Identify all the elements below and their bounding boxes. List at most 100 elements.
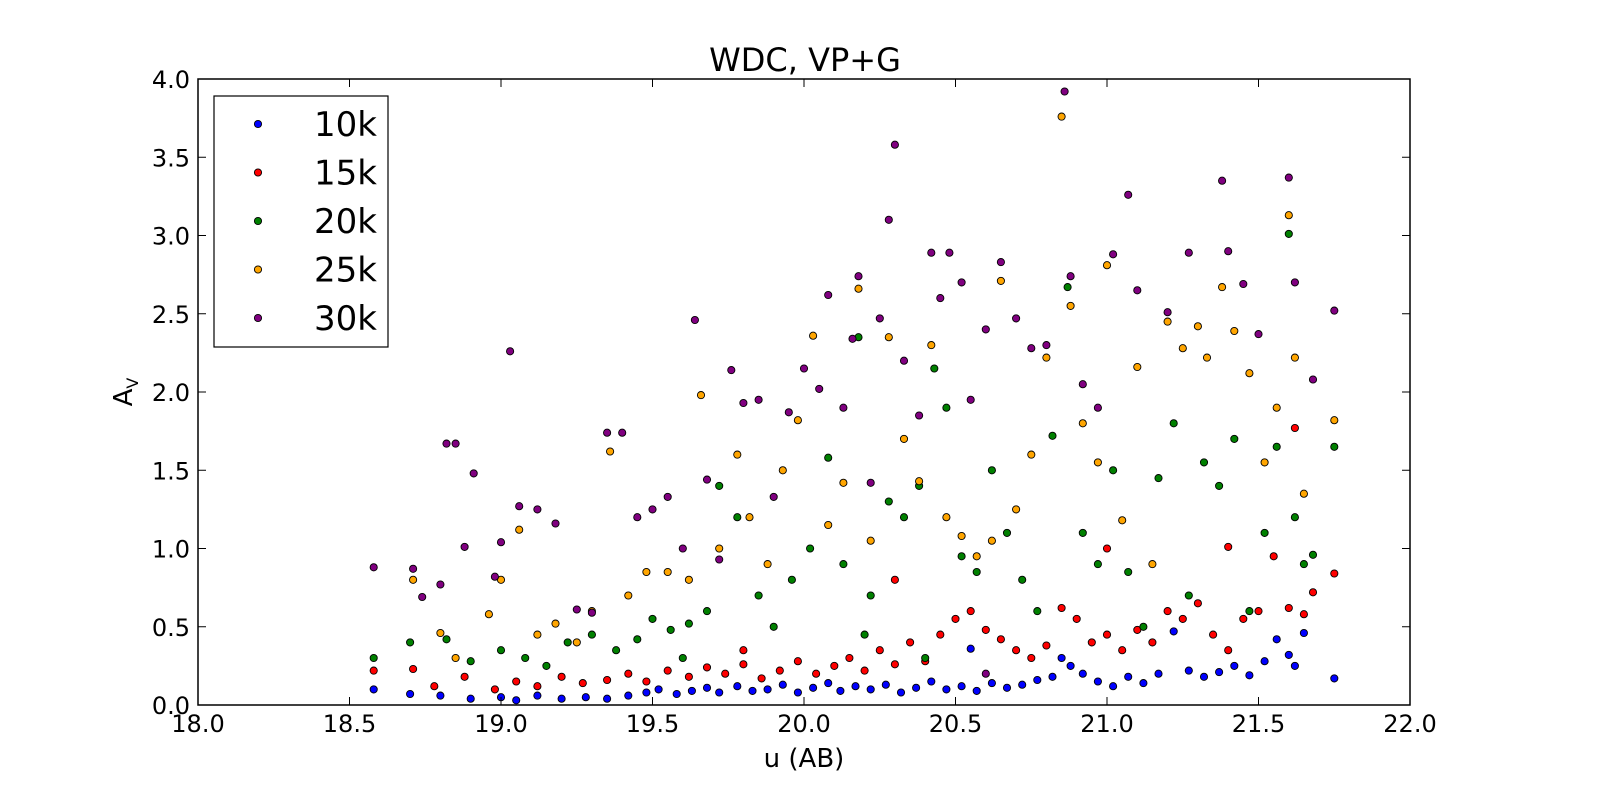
point-30k-51 xyxy=(1042,341,1051,350)
point-15k-57 xyxy=(1224,542,1233,551)
point-30k-35 xyxy=(854,272,863,281)
point-30k-40 xyxy=(899,356,909,365)
y-tick-label: 1.5 xyxy=(152,457,190,485)
point-10k-12 xyxy=(654,685,663,694)
point-20k-20 xyxy=(806,544,815,553)
point-30k-22 xyxy=(690,315,699,325)
point-25k-14 xyxy=(684,575,693,584)
point-15k-43 xyxy=(1163,607,1172,616)
legend-items: 10k 15k 20k 25k 30k xyxy=(253,105,377,339)
point-15k-33 xyxy=(1012,646,1021,655)
point-30k-26 xyxy=(739,398,748,408)
point-15k-59 xyxy=(739,646,748,655)
point-15k-47 xyxy=(1224,646,1233,655)
point-10k-37 xyxy=(1033,675,1042,685)
point-30k-38 xyxy=(890,140,899,149)
point-15k-17 xyxy=(757,674,766,683)
point-20k-33 xyxy=(1002,528,1012,537)
point-25k-19 xyxy=(763,560,772,569)
point-10k-14 xyxy=(687,686,696,695)
point-10k-59 xyxy=(966,644,975,653)
point-30k-68 xyxy=(1330,306,1339,315)
point-25k-33 xyxy=(972,552,981,561)
point-10k-50 xyxy=(1215,668,1224,677)
point-25k-16 xyxy=(715,544,724,553)
point-25k-31 xyxy=(942,513,951,522)
point-20k-42 xyxy=(1139,622,1148,631)
point-20k-48 xyxy=(1230,434,1239,443)
point-15k-5 xyxy=(512,677,521,686)
point-10k-51 xyxy=(1230,661,1239,670)
point-25k-54 xyxy=(1260,458,1269,467)
point-30k-61 xyxy=(1218,176,1227,185)
point-25k-55 xyxy=(1272,403,1281,412)
point-10k-39 xyxy=(1057,653,1066,663)
point-10k-16 xyxy=(715,688,724,697)
point-10k-43 xyxy=(1109,682,1118,691)
point-30k-33 xyxy=(839,403,848,412)
point-10k-53 xyxy=(1260,657,1269,666)
point-30k-41 xyxy=(915,411,924,420)
point-30k-21 xyxy=(678,544,687,553)
point-30k-37 xyxy=(875,314,884,323)
point-15k-36 xyxy=(1057,603,1066,613)
point-10k-19 xyxy=(763,685,772,694)
point-25k-42 xyxy=(1093,458,1102,467)
point-30k-64 xyxy=(1254,330,1263,339)
point-25k-35 xyxy=(996,276,1005,285)
point-30k-34 xyxy=(848,334,857,343)
y-tick-label: 3.5 xyxy=(152,144,190,172)
point-20k-34 xyxy=(1018,575,1027,584)
point-15k-15 xyxy=(721,669,730,678)
point-25k-3 xyxy=(484,610,493,619)
point-20k-29 xyxy=(942,403,951,412)
x-tick-label: 18.0 xyxy=(171,710,224,738)
point-25k-52 xyxy=(1230,326,1239,336)
point-15k-52 xyxy=(1290,423,1299,433)
point-30k-27 xyxy=(754,395,763,404)
point-10k-29 xyxy=(912,683,921,692)
point-30k-58 xyxy=(1133,286,1142,295)
point-10k-30 xyxy=(927,677,936,686)
point-10k-36 xyxy=(1018,680,1027,689)
point-30k-29 xyxy=(784,408,793,417)
point-20k-9 xyxy=(612,646,621,655)
y-tick-label: 1.0 xyxy=(152,536,190,564)
point-15k-31 xyxy=(981,625,990,634)
point-10k-7 xyxy=(557,694,566,703)
point-20k-8 xyxy=(587,630,596,639)
point-20k-58 xyxy=(860,630,869,639)
point-25k-47 xyxy=(1163,317,1172,326)
point-25k-28 xyxy=(899,434,909,443)
legend-label-15k: 15k xyxy=(314,154,377,194)
point-10k-28 xyxy=(896,688,906,697)
point-10k-15 xyxy=(702,683,712,692)
point-30k-5 xyxy=(451,439,460,448)
point-20k-39 xyxy=(1093,560,1102,569)
point-10k-34 xyxy=(987,679,996,688)
point-25k-36 xyxy=(1012,505,1021,514)
point-10k-33 xyxy=(972,686,981,695)
point-10k-20 xyxy=(778,680,787,689)
point-30k-48 xyxy=(996,258,1005,267)
point-20k-22 xyxy=(839,560,848,569)
point-20k-32 xyxy=(987,466,996,475)
point-15k-11 xyxy=(642,677,651,686)
point-15k-24 xyxy=(875,646,884,655)
point-30k-6 xyxy=(460,542,469,551)
point-25k-11 xyxy=(624,591,633,600)
point-30k-53 xyxy=(1066,272,1075,281)
point-10k-11 xyxy=(642,688,651,697)
point-10k-5 xyxy=(512,696,521,705)
point-15k-35 xyxy=(1042,641,1051,650)
point-25k-50 xyxy=(1202,353,1212,362)
point-30k-9 xyxy=(496,538,506,547)
point-10k-9 xyxy=(603,694,612,703)
point-30k-45 xyxy=(957,278,966,287)
point-25k-25 xyxy=(854,284,863,293)
point-10k-48 xyxy=(1184,666,1193,675)
y-axis-label: AV xyxy=(109,378,142,407)
point-15k-44 xyxy=(1178,614,1187,623)
point-30k-28 xyxy=(769,492,778,501)
point-25k-24 xyxy=(839,478,848,487)
